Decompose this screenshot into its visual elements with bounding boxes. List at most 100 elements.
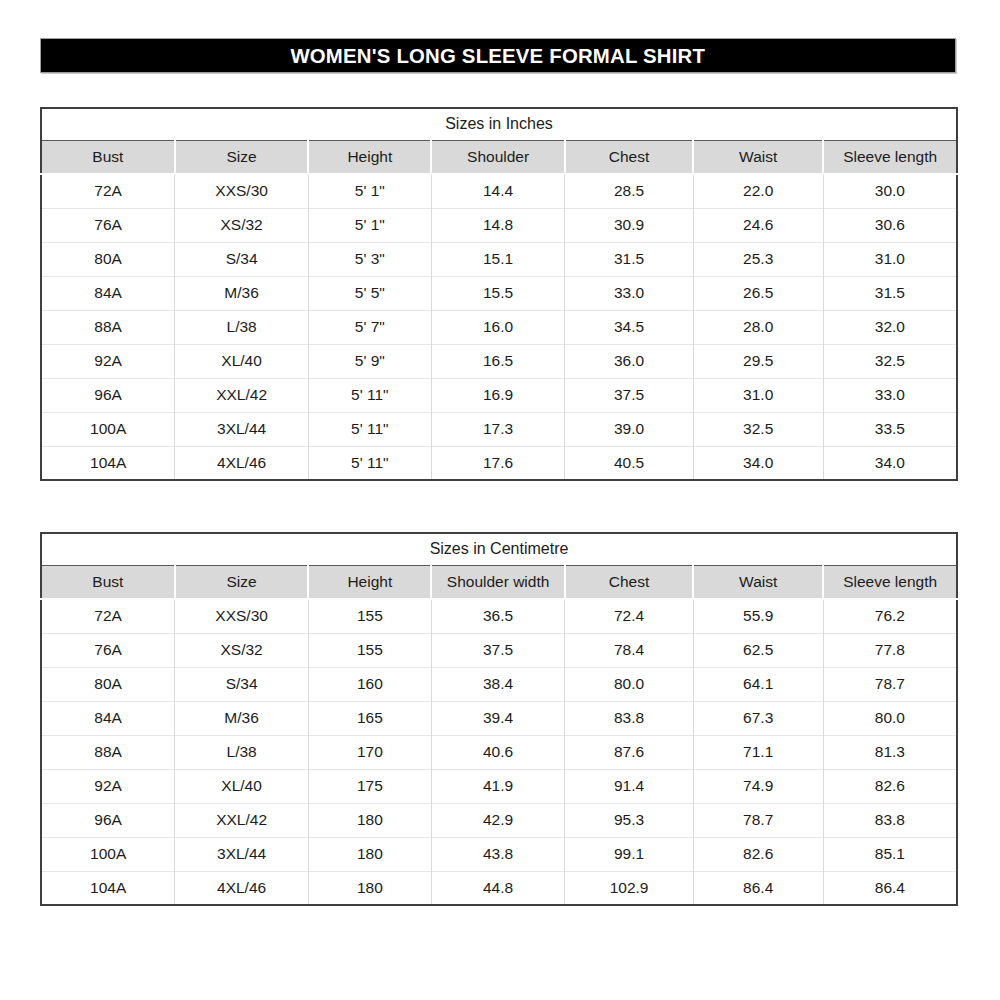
table-row: 76AXS/3215537.578.462.577.8 [41,633,957,667]
table-cell: 160 [308,667,431,701]
table-row: 72AXXS/3015536.572.455.976.2 [41,599,957,633]
table-cell: 25.3 [693,242,823,276]
table-row: 88AL/385' 7"16.034.528.032.0 [41,310,957,344]
table-cell: 72.4 [565,599,693,633]
table-cell: 74.9 [693,769,823,803]
table-cell: 67.3 [693,701,823,735]
table-cell: 104A [41,871,175,905]
table-cell: 5' 1" [308,174,431,208]
table-cell: 31.5 [823,276,957,310]
table-cell: 80.0 [565,667,693,701]
table-cell: 37.5 [431,633,565,667]
table-cell: 16.9 [431,378,565,412]
table-cell: 96A [41,803,175,837]
table-cell: 100A [41,412,175,446]
table-cell: 34.0 [823,446,957,480]
table-cell: 100A [41,837,175,871]
table-cell: 86.4 [823,871,957,905]
table-cell: 80A [41,242,175,276]
table-cell: 5' 1" [308,208,431,242]
table-cell: 43.8 [431,837,565,871]
table-cell: M/36 [175,276,309,310]
table-cell: 44.8 [431,871,565,905]
table-cell: 175 [308,769,431,803]
table-cell: 91.4 [565,769,693,803]
table-cell: 102.9 [565,871,693,905]
table-row: 84AM/365' 5"15.533.026.531.5 [41,276,957,310]
column-header: Shoulder [431,140,565,174]
table-cell: 17.3 [431,412,565,446]
table-cell: 16.5 [431,344,565,378]
table-cell: 30.6 [823,208,957,242]
table-cell: 17.6 [431,446,565,480]
table-row: 104A4XL/4618044.8102.986.486.4 [41,871,957,905]
table-title: Sizes in Inches [41,108,957,140]
table-cell: 26.5 [693,276,823,310]
table-cell: 165 [308,701,431,735]
table-cell: XXS/30 [175,599,309,633]
table-cell: 64.1 [693,667,823,701]
table-cell: 71.1 [693,735,823,769]
table-cell: 88A [41,735,175,769]
table-cell: L/38 [175,310,309,344]
table-row: 104A4XL/465' 11"17.640.534.034.0 [41,446,957,480]
table-cell: 83.8 [565,701,693,735]
inches-table-section: Sizes in InchesBustSizeHeightShoulderChe… [40,107,958,481]
table-cell: 72A [41,174,175,208]
table-cell: 80A [41,667,175,701]
table-cell: 38.4 [431,667,565,701]
table-cell: 31.5 [565,242,693,276]
table-cell: 37.5 [565,378,693,412]
table-row: 88AL/3817040.687.671.181.3 [41,735,957,769]
table-cell: XS/32 [175,208,309,242]
table-cell: L/38 [175,735,309,769]
table-cell: 92A [41,769,175,803]
table-cell: 32.5 [823,344,957,378]
table-row: 92AXL/405' 9"16.536.029.532.5 [41,344,957,378]
table-cell: 16.0 [431,310,565,344]
table-cell: 36.0 [565,344,693,378]
column-header: Waist [693,565,823,599]
table-cell: 4XL/46 [175,446,309,480]
table-cell: 3XL/44 [175,412,309,446]
table-cell: 72A [41,599,175,633]
table-cell: XS/32 [175,633,309,667]
table-cell: 33.5 [823,412,957,446]
table-cell: 180 [308,803,431,837]
table-cell: 82.6 [693,837,823,871]
table-cell: 5' 7" [308,310,431,344]
column-header: Waist [693,140,823,174]
table-cell: 78.4 [565,633,693,667]
table-cell: 99.1 [565,837,693,871]
table-row: 96AXXL/4218042.995.378.783.8 [41,803,957,837]
table-cell: 76A [41,208,175,242]
table-cell: 78.7 [823,667,957,701]
column-header: Size [175,140,309,174]
table-cell: 180 [308,871,431,905]
table-cell: 78.7 [693,803,823,837]
table-row: 84AM/3616539.483.867.380.0 [41,701,957,735]
size-table-inches: Sizes in InchesBustSizeHeightShoulderChe… [40,107,958,481]
table-cell: 33.0 [823,378,957,412]
table-cell: 15.5 [431,276,565,310]
table-cell: 95.3 [565,803,693,837]
table-cell: 34.5 [565,310,693,344]
table-cell: 31.0 [693,378,823,412]
table-cell: 77.8 [823,633,957,667]
column-header: Chest [565,565,693,599]
table-cell: 40.6 [431,735,565,769]
table-cell: 14.4 [431,174,565,208]
size-chart-page: WOMEN'S LONG SLEEVE FORMAL SHIRT Sizes i… [0,0,1000,1000]
table-row: 92AXL/4017541.991.474.982.6 [41,769,957,803]
table-cell: 39.0 [565,412,693,446]
table-cell: 28.0 [693,310,823,344]
table-cell: 36.5 [431,599,565,633]
table-cell: 22.0 [693,174,823,208]
table-cell: 96A [41,378,175,412]
column-header: Bust [41,565,175,599]
table-cell: 40.5 [565,446,693,480]
title-banner: WOMEN'S LONG SLEEVE FORMAL SHIRT [40,38,956,73]
column-header: Chest [565,140,693,174]
table-cell: 62.5 [693,633,823,667]
table-cell: XXS/30 [175,174,309,208]
